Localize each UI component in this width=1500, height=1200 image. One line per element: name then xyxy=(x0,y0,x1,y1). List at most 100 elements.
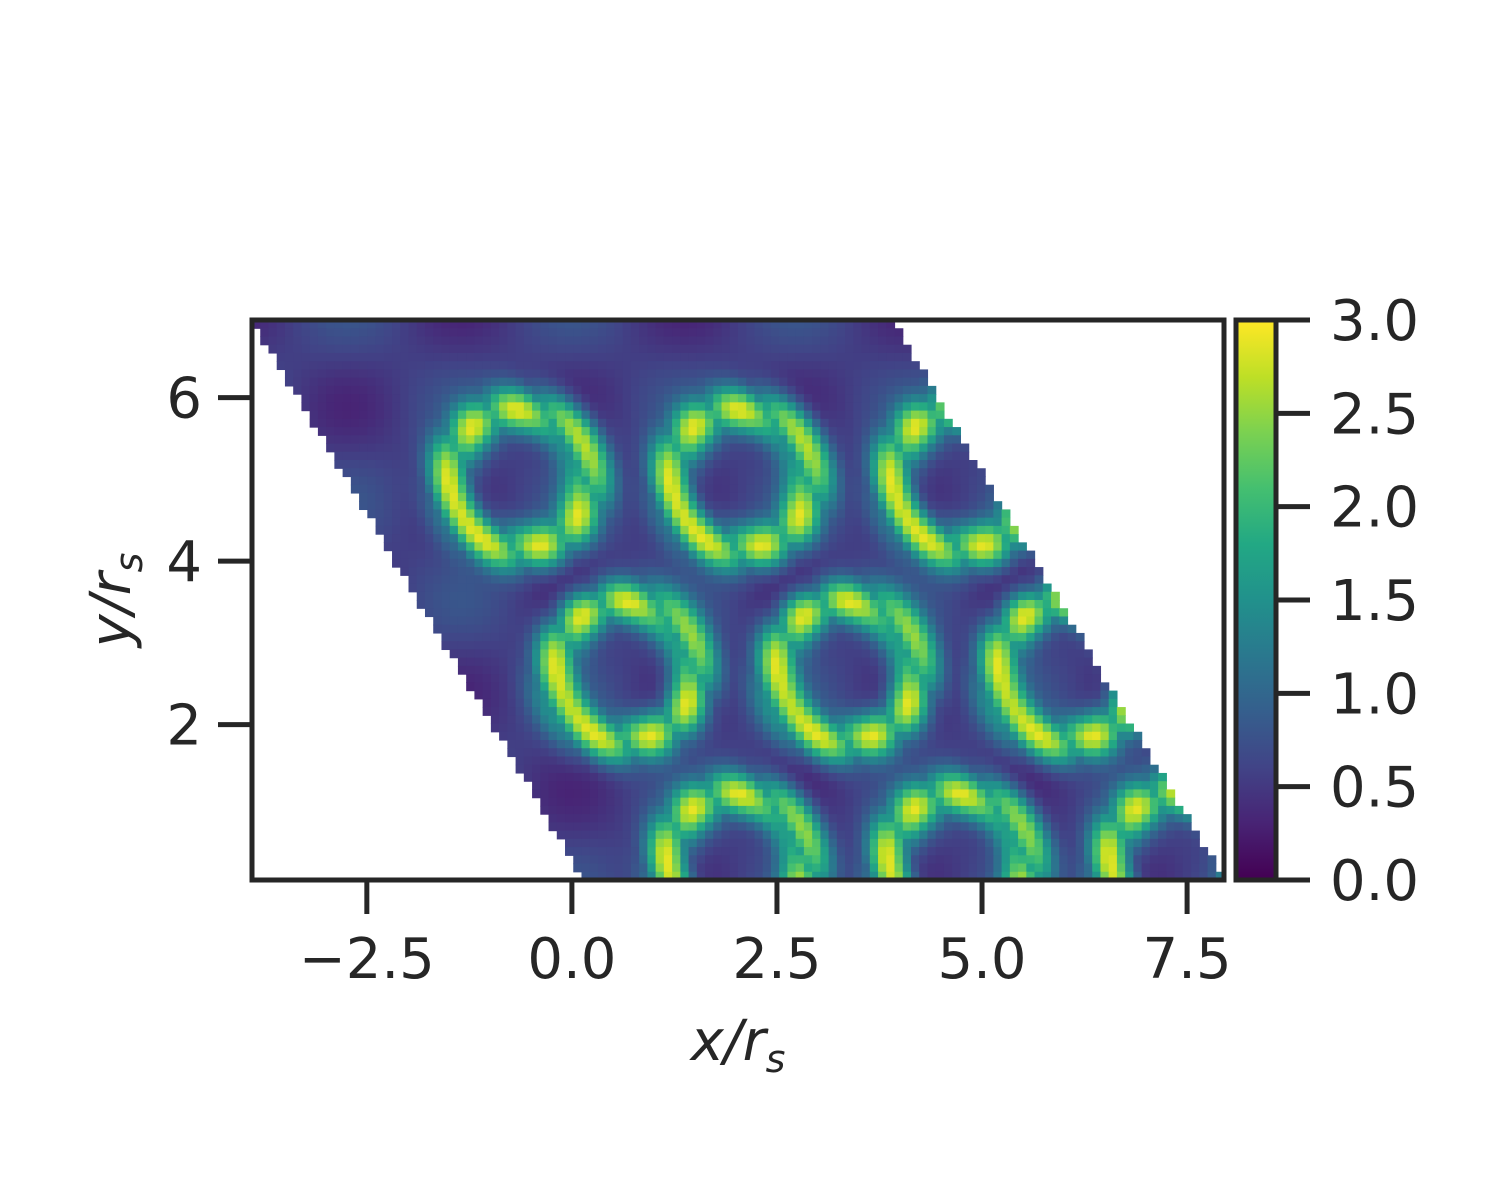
heatmap-cell xyxy=(647,377,657,387)
heatmap-cell xyxy=(738,534,747,543)
heatmap-cell xyxy=(820,649,830,659)
heatmap-cell xyxy=(836,567,846,576)
heatmap-cell xyxy=(630,377,640,387)
heatmap-cell xyxy=(663,838,673,848)
heatmap-cell xyxy=(968,509,978,519)
heatmap-cell xyxy=(935,772,945,782)
heatmap-cell xyxy=(754,517,764,527)
heatmap-cell xyxy=(1001,542,1011,552)
heatmap-cell xyxy=(416,484,426,494)
heatmap-cell xyxy=(1108,764,1118,774)
heatmap-cell xyxy=(713,772,723,782)
heatmap-cell xyxy=(680,682,690,692)
heatmap-cell xyxy=(589,665,599,675)
heatmap-cell xyxy=(606,805,616,815)
heatmap-cell xyxy=(968,797,978,807)
heatmap-cell xyxy=(770,402,780,412)
heatmap-cell xyxy=(1009,838,1019,848)
heatmap-cell xyxy=(490,608,500,618)
heatmap-cell xyxy=(655,847,665,856)
heatmap-cell xyxy=(507,649,517,659)
heatmap-cell xyxy=(902,805,912,815)
heatmap-cell xyxy=(1051,641,1060,651)
heatmap-cell xyxy=(680,427,690,436)
heatmap-cell xyxy=(943,443,953,453)
heatmap-cell xyxy=(1125,772,1134,782)
heatmap-cell xyxy=(639,567,648,576)
heatmap-cell xyxy=(927,632,937,642)
heatmap-cell xyxy=(1092,740,1102,749)
heatmap-cell xyxy=(581,402,591,412)
heatmap-cell xyxy=(713,443,723,453)
heatmap-cell xyxy=(507,715,517,725)
heatmap-cell xyxy=(985,608,994,618)
heatmap-cell xyxy=(729,369,739,379)
heatmap-cell xyxy=(466,665,476,675)
heatmap-cell xyxy=(1092,756,1102,766)
heatmap-cell xyxy=(449,616,459,626)
heatmap-cell xyxy=(935,830,945,840)
heatmap-cell xyxy=(770,657,780,667)
heatmap-cell xyxy=(614,361,624,371)
heatmap-cell xyxy=(490,550,500,560)
heatmap-cell xyxy=(540,772,550,782)
heatmap-cell xyxy=(812,707,821,716)
heatmap-cell xyxy=(490,575,500,585)
heatmap-cell xyxy=(762,682,772,692)
heatmap-cell xyxy=(581,328,591,338)
heatmap-cell xyxy=(721,698,731,708)
heatmap-cell xyxy=(746,476,756,486)
heatmap-cell xyxy=(515,682,525,692)
heatmap-cell xyxy=(1001,715,1011,725)
heatmap-cell xyxy=(565,377,574,387)
heatmap-cell xyxy=(392,460,401,469)
heatmap-cell xyxy=(919,731,929,741)
heatmap-cell xyxy=(663,443,673,453)
heatmap-cell xyxy=(400,394,410,403)
heatmap-cell xyxy=(779,600,789,609)
heatmap-cell xyxy=(639,377,648,387)
heatmap-cell xyxy=(284,369,294,379)
heatmap-cell xyxy=(457,369,467,379)
heatmap-cell xyxy=(507,550,517,560)
heatmap-cell xyxy=(894,764,904,774)
heatmap-cell xyxy=(919,624,929,634)
heatmap-cell xyxy=(482,361,492,371)
heatmap-cell xyxy=(672,665,681,675)
heatmap-cell xyxy=(1075,797,1085,807)
heatmap-cell xyxy=(507,352,517,362)
heatmap-cell xyxy=(474,427,484,436)
heatmap-cell xyxy=(449,361,459,371)
heatmap-cell xyxy=(556,385,566,395)
heatmap-cell xyxy=(919,427,929,436)
heatmap-cell xyxy=(935,624,945,634)
heatmap-cell xyxy=(713,476,723,486)
heatmap-cell xyxy=(408,583,418,593)
heatmap-cell xyxy=(779,476,789,486)
heatmap-cell xyxy=(540,600,550,609)
heatmap-cell xyxy=(630,476,640,486)
heatmap-cell xyxy=(375,435,385,445)
heatmap-cell xyxy=(878,624,887,634)
heatmap-cell xyxy=(985,616,994,626)
heatmap-cell xyxy=(738,838,747,848)
heatmap-cell xyxy=(408,418,418,428)
heatmap-cell xyxy=(696,682,706,692)
heatmap-cell xyxy=(1018,789,1027,799)
heatmap-cell xyxy=(770,756,780,766)
heatmap-cell xyxy=(795,517,805,527)
heatmap-cell xyxy=(779,797,789,807)
heatmap-cell xyxy=(490,517,500,527)
heatmap-cell xyxy=(1166,830,1176,840)
heatmap-cell xyxy=(565,748,574,758)
heatmap-cell xyxy=(441,542,451,552)
heatmap-cell xyxy=(597,822,607,832)
heatmap-cell xyxy=(663,616,673,626)
heatmap-cell xyxy=(812,525,821,535)
heatmap-cell xyxy=(812,740,821,749)
heatmap-cell xyxy=(1075,838,1085,848)
heatmap-cell xyxy=(721,492,731,502)
heatmap-cell xyxy=(878,468,887,478)
heatmap-cell xyxy=(482,616,492,626)
heatmap-cell xyxy=(655,641,665,651)
